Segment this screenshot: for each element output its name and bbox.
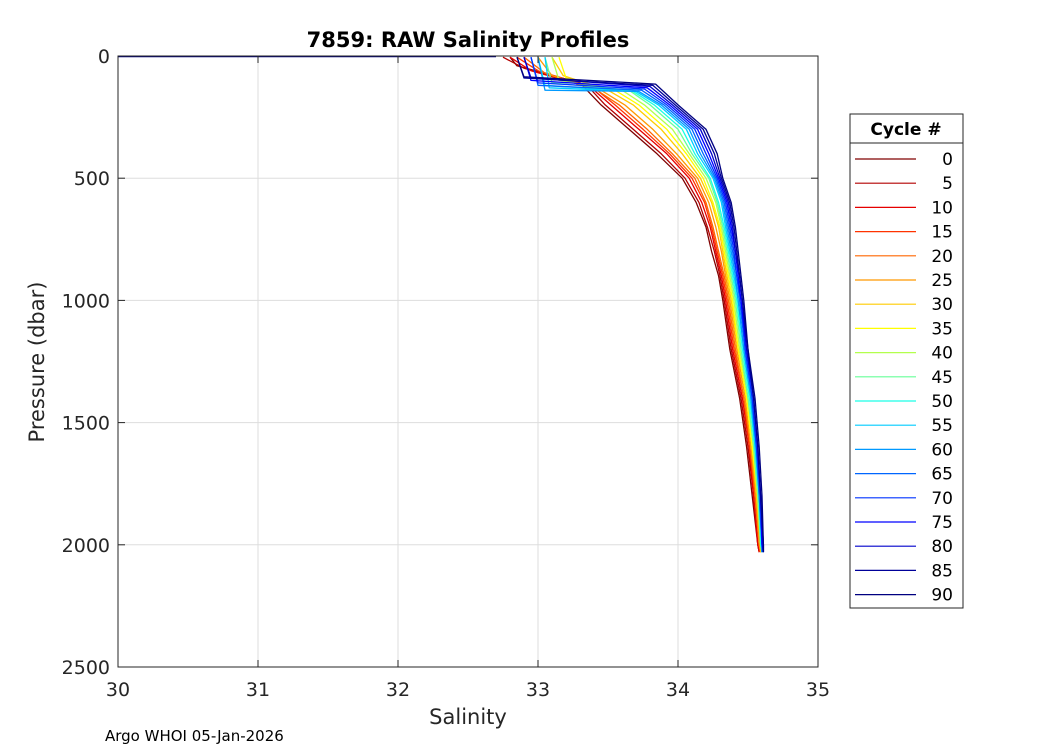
profile-line-cycle-25 xyxy=(537,56,762,553)
x-tick-label: 31 xyxy=(246,679,270,701)
x-tick-label: 35 xyxy=(806,679,830,701)
legend-label-cycle-80: 80 xyxy=(931,537,953,557)
axis-ticks: 30 31 32 33 34 35 0 500 1000 1500 2000 2500 xyxy=(62,46,830,701)
y-axis-label: Pressure (dbar) xyxy=(25,282,49,443)
x-tick-label: 32 xyxy=(386,679,410,701)
footer-credit: Argo WHOI 05-Jan-2026 xyxy=(105,727,284,745)
legend-label-cycle-35: 35 xyxy=(931,319,953,339)
y-tick-label: 500 xyxy=(74,168,110,190)
legend-label-cycle-5: 5 xyxy=(942,174,953,194)
legend-title: Cycle # xyxy=(870,120,941,140)
x-tick-label: 30 xyxy=(106,679,130,701)
profile-line-cycle-85 xyxy=(516,56,765,553)
legend-label-cycle-15: 15 xyxy=(931,223,953,243)
legend-box xyxy=(849,113,964,609)
profile-line-cycle-90 xyxy=(516,56,765,553)
y-tick-label: 1000 xyxy=(62,290,110,312)
legend-label-cycle-85: 85 xyxy=(931,561,953,581)
legend-label-cycle-0: 0 xyxy=(942,150,953,170)
profile-line-cycle-0 xyxy=(509,56,760,553)
legend-label-cycle-20: 20 xyxy=(931,247,953,267)
y-tick-label: 2500 xyxy=(62,657,110,679)
legend-label-cycle-55: 55 xyxy=(931,416,953,436)
profile-line-cycle-55 xyxy=(544,57,763,553)
legend-label-cycle-60: 60 xyxy=(931,440,953,460)
y-tick-label: 2000 xyxy=(62,535,110,557)
profile-line-cycle-15 xyxy=(516,56,762,553)
legend-label-cycle-65: 65 xyxy=(931,465,953,485)
y-tick-label: 0 xyxy=(98,46,110,68)
legend-label-cycle-50: 50 xyxy=(931,392,953,412)
profile-line-cycle-70 xyxy=(530,57,765,553)
profile-lines xyxy=(118,55,765,553)
plot-area xyxy=(118,56,818,667)
legend-label-cycle-25: 25 xyxy=(931,271,953,291)
x-tick-label: 33 xyxy=(526,679,550,701)
x-axis-label: Salinity xyxy=(429,705,507,729)
legend-label-cycle-75: 75 xyxy=(931,513,953,533)
plot-frame xyxy=(117,55,819,668)
legend-label-cycle-40: 40 xyxy=(931,344,953,364)
legend: Cycle # 0 5 10 15 20 25 30 35 40 45 50 55 60 65 70 75 80… xyxy=(849,113,964,609)
grid-lines xyxy=(117,55,819,668)
x-tick-label: 34 xyxy=(666,679,690,701)
legend-label-cycle-10: 10 xyxy=(931,198,953,218)
legend-label-cycle-90: 90 xyxy=(931,586,953,606)
profile-line-cycle-45 xyxy=(544,57,763,553)
legend-entries: 0 5 10 15 20 25 30 35 40 45 50 55 60 65 70 75 80 85 90 xyxy=(855,150,953,606)
legend-label-cycle-70: 70 xyxy=(931,489,953,509)
profile-line-cycle-5 xyxy=(502,56,760,553)
chart-title: 7859: RAW Salinity Profiles xyxy=(307,28,630,52)
legend-label-cycle-30: 30 xyxy=(931,295,953,315)
profile-line-cycle-35 xyxy=(558,56,763,553)
y-tick-label: 1500 xyxy=(62,413,110,435)
legend-label-cycle-45: 45 xyxy=(931,368,953,388)
